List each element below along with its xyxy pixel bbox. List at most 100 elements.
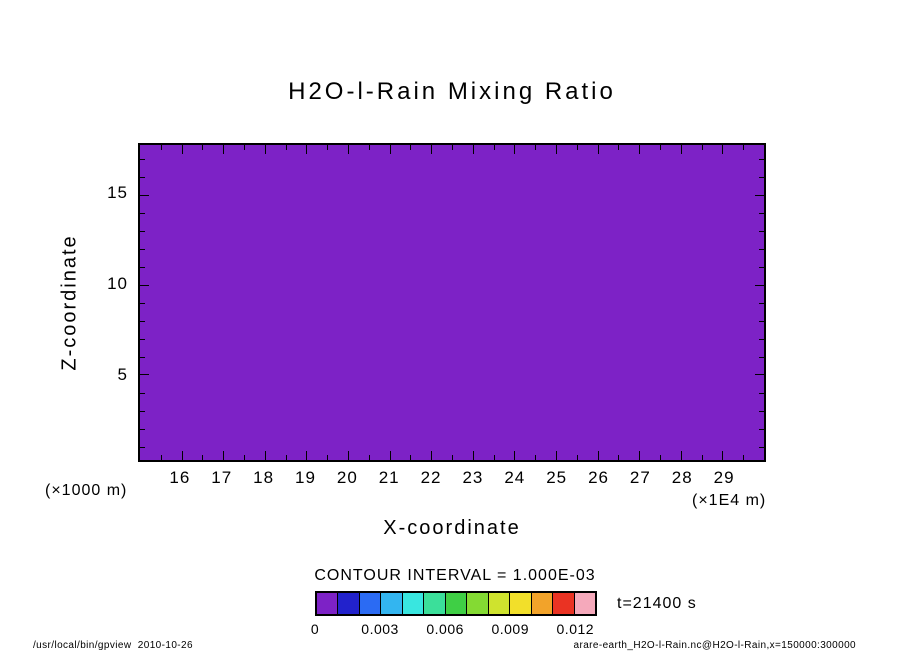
- y-tick-labels: 5 10 15: [84, 143, 128, 462]
- x-tick: [743, 455, 745, 460]
- x-tick: [410, 455, 412, 460]
- x-tick: [202, 145, 204, 150]
- x-tick: [639, 145, 641, 154]
- colorbar-tick-label: 0.009: [491, 621, 529, 637]
- x-tick: [389, 145, 391, 154]
- y-tick: [759, 230, 764, 232]
- y-tick: [759, 320, 764, 322]
- x-tick: [618, 455, 620, 460]
- x-tick: [348, 451, 349, 460]
- colorbar-tick-label: 0.006: [426, 621, 464, 637]
- y-tick: [140, 284, 149, 286]
- x-tick: [181, 451, 183, 460]
- x-tick: [514, 451, 516, 460]
- x-tick: [597, 451, 599, 460]
- y-tick: [759, 302, 764, 304]
- x-tick-label: 26: [588, 468, 609, 487]
- x-tick: [202, 455, 204, 460]
- colorbar-tick-label: 0: [310, 621, 320, 637]
- x-tick: [514, 145, 516, 154]
- x-tick-label: 25: [546, 468, 568, 487]
- x-tick-label: 21: [378, 468, 400, 487]
- y-tick: [759, 446, 764, 448]
- y-tick: [140, 302, 145, 304]
- x-tick: [181, 145, 183, 154]
- x-tick: [680, 451, 682, 460]
- x-tick: [660, 455, 661, 460]
- y-tick: [140, 158, 145, 160]
- colorbar-cell: [552, 593, 574, 614]
- y-axis-title: Z-coordinate: [56, 143, 84, 462]
- time-label: t=21400 s: [617, 595, 697, 612]
- y-tick: [140, 212, 145, 214]
- y-tick: [759, 248, 764, 250]
- x-tick: [701, 145, 703, 150]
- y-tick: [140, 338, 145, 340]
- x-tick-label: 23: [462, 468, 484, 487]
- x-tick: [368, 145, 370, 150]
- y-tick: [759, 176, 764, 178]
- x-tick: [306, 145, 308, 154]
- x-tick-label: 18: [253, 468, 275, 487]
- colorbar-cell: [423, 593, 445, 614]
- y-tick: [140, 248, 145, 250]
- y-tick: [140, 356, 145, 358]
- y-axis-title-text: Z-coordinate: [58, 234, 81, 371]
- x-tick: [410, 145, 412, 150]
- footer-file: arare-earth_H2O-l-Rain.nc@H2O-l-Rain,x=1…: [573, 640, 856, 651]
- x-tick: [701, 455, 703, 460]
- y-tick: [140, 266, 145, 268]
- colorbar-tick-labels: 0 0.003 0.006 0.009 0.012: [311, 621, 597, 639]
- y-tick: [140, 320, 145, 322]
- x-tick-label: 22: [420, 468, 442, 487]
- y-tick-label: 15: [107, 183, 128, 203]
- y-tick: [140, 230, 145, 232]
- x-tick: [327, 455, 329, 460]
- colorbar: [315, 591, 597, 616]
- x-tick: [680, 145, 682, 154]
- y-tick: [759, 266, 764, 268]
- y-tick-label: 10: [107, 274, 128, 294]
- colorbar-tick-label: 0.003: [361, 621, 399, 637]
- x-tick-label: 16: [169, 468, 191, 487]
- colorbar-cell: [573, 593, 596, 614]
- x-tick: [493, 145, 495, 150]
- x-tick: [472, 451, 474, 460]
- footer-command: /usr/local/bin/gpview 2010-10-26: [33, 640, 193, 651]
- x-tick: [618, 145, 620, 150]
- x-tick: [160, 145, 162, 150]
- x-tick: [244, 145, 245, 150]
- x-tick: [368, 455, 370, 460]
- x-tick: [493, 455, 495, 460]
- x-tick: [743, 145, 745, 150]
- colorbar-cell: [466, 593, 488, 614]
- y-tick: [140, 176, 145, 178]
- x-tick: [264, 145, 266, 154]
- x-tick: [348, 145, 349, 154]
- x-tick: [576, 455, 578, 460]
- y-tick: [759, 338, 764, 340]
- colorbar-cell: [317, 593, 338, 614]
- y-tick: [755, 284, 764, 286]
- colorbar-cell: [530, 593, 553, 614]
- colorbar-cell: [380, 593, 402, 614]
- x-tick: [722, 451, 724, 460]
- y-tick-label: 5: [117, 365, 128, 385]
- colorbar-cell: [487, 593, 510, 614]
- x-tick: [472, 145, 474, 154]
- y-tick: [759, 428, 764, 430]
- colorbar-cell: [358, 593, 381, 614]
- x-tick: [431, 451, 433, 460]
- x-tick: [223, 451, 225, 460]
- y-tick: [140, 194, 149, 196]
- x-tick: [223, 145, 225, 154]
- y-tick: [140, 392, 145, 394]
- x-tick: [264, 451, 266, 460]
- x-tick: [597, 145, 599, 154]
- colorbar-cell: [509, 593, 531, 614]
- x-tick: [576, 145, 578, 150]
- contour-interval-text: CONTOUR INTERVAL = 1.000E-03: [314, 567, 596, 584]
- x-tick: [431, 145, 433, 154]
- x-tick-label: 20: [336, 468, 358, 487]
